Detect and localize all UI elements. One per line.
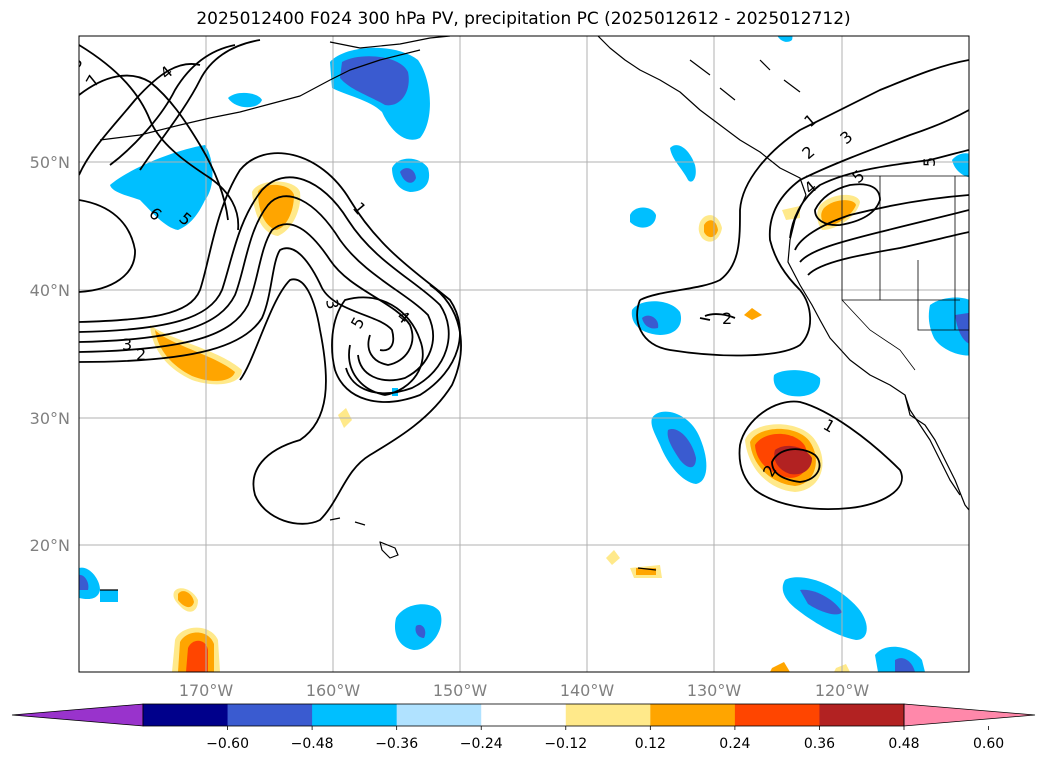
lon-label-150w: 150°W: [433, 681, 488, 700]
latitude-labels: 50°N 40°N 30°N 20°N: [30, 153, 70, 555]
pv-label: 2: [136, 345, 146, 364]
colorbar: [11, 703, 1036, 727]
lat-label-20n: 20°N: [30, 536, 70, 555]
precip-core-alaska: [340, 56, 409, 106]
colorbar-tick-label: −0.36: [375, 736, 418, 752]
colorbar-swatch: [312, 704, 398, 726]
lat-label-50n: 50°N: [30, 153, 70, 172]
colorbar-tick-label: −0.24: [460, 736, 503, 752]
colorbar-swatch: [734, 704, 820, 726]
colorbar-tick-label: 0.12: [635, 736, 666, 752]
colorbar-swatch: [819, 704, 905, 726]
precipitation-shading: [79, 36, 969, 672]
lat-label-30n: 30°N: [30, 409, 70, 428]
colorbar-swatch: [481, 704, 567, 726]
longitude-labels: 170°W 160°W 150°W 140°W 130°W 120°W: [179, 681, 870, 700]
colorbar-ticks: −0.60 −0.48 −0.36 −0.24 −0.12 0.12 0.24 0.36 0.4…: [206, 726, 1004, 752]
lon-label-160w: 160°W: [306, 681, 361, 700]
map-frame: [78, 35, 970, 673]
lon-label-130w: 130°W: [687, 681, 742, 700]
colorbar-swatch: [396, 704, 482, 726]
colorbar-extend-min: [11, 703, 144, 727]
colorbar-tick-label: −0.12: [544, 736, 587, 752]
colorbar-tick-label: −0.48: [291, 736, 334, 752]
colorbar-tick-label: 0.24: [719, 736, 750, 752]
colorbar-tick-label: 0.60: [973, 736, 1004, 752]
colorbar-swatch: [650, 704, 736, 726]
colorbar-extend-max: [903, 703, 1036, 727]
pv-contours: [79, 39, 969, 525]
colorbar-tick-label: 0.36: [804, 736, 835, 752]
map-panel: 8 7 4 6 5 1 3 5 4 3 2 2 1 2 3 4 5 5 1 2: [65, 36, 969, 672]
colorbar-swatch: [227, 704, 313, 726]
pv-label: 2: [722, 309, 732, 328]
colorbar-swatch: [143, 704, 229, 726]
colorbar-swatch: [565, 704, 651, 726]
pv-label: 8: [65, 54, 87, 72]
lon-label-170w: 170°W: [179, 681, 234, 700]
lon-label-120w: 120°W: [815, 681, 870, 700]
pv-label: 3: [122, 335, 132, 354]
lat-label-40n: 40°N: [30, 281, 70, 300]
pv-label: 3: [322, 297, 342, 310]
coastlines: [99, 36, 969, 591]
colorbar-tick-label: −0.60: [206, 736, 249, 752]
lon-label-140w: 140°W: [560, 681, 615, 700]
precip-region-west: [110, 145, 213, 230]
colorbar-tick-label: 0.48: [888, 736, 919, 752]
colorbar-frame: [142, 703, 905, 727]
pv-label: 5: [920, 157, 939, 167]
map-title: 2025012400 F024 300 hPa PV, precipitatio…: [196, 9, 851, 29]
